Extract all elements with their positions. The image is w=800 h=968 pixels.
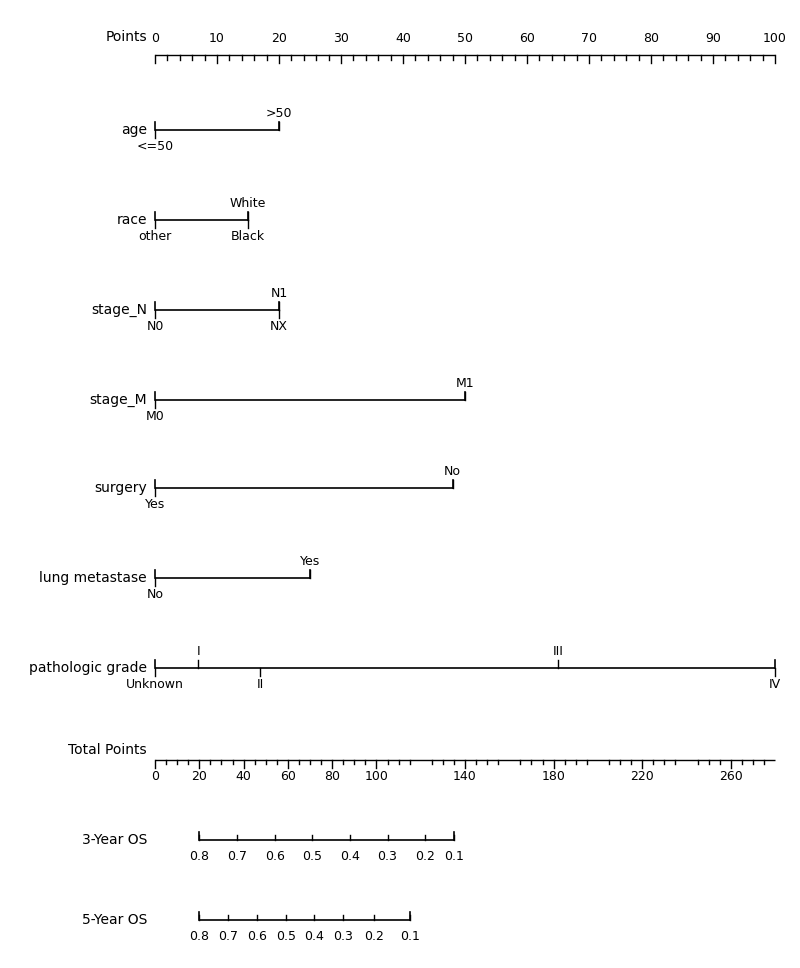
Text: 0.5: 0.5 bbox=[276, 930, 296, 943]
Text: 220: 220 bbox=[630, 770, 654, 783]
Text: 70: 70 bbox=[581, 32, 597, 45]
Text: 0.2: 0.2 bbox=[364, 930, 384, 943]
Text: 50: 50 bbox=[457, 32, 473, 45]
Text: pathologic grade: pathologic grade bbox=[29, 661, 147, 675]
Text: Yes: Yes bbox=[145, 498, 165, 511]
Text: I: I bbox=[197, 645, 200, 658]
Text: 180: 180 bbox=[542, 770, 566, 783]
Text: 10: 10 bbox=[209, 32, 225, 45]
Text: 20: 20 bbox=[271, 32, 287, 45]
Text: 40: 40 bbox=[236, 770, 251, 783]
Text: stage_N: stage_N bbox=[91, 303, 147, 317]
Text: 3-Year OS: 3-Year OS bbox=[82, 833, 147, 847]
Text: 0: 0 bbox=[151, 32, 159, 45]
Text: 80: 80 bbox=[643, 32, 659, 45]
Text: M0: M0 bbox=[146, 410, 164, 423]
Text: No: No bbox=[146, 588, 163, 601]
Text: 30: 30 bbox=[333, 32, 349, 45]
Text: 0.8: 0.8 bbox=[190, 850, 210, 863]
Text: 5-Year OS: 5-Year OS bbox=[82, 913, 147, 927]
Text: lung metastase: lung metastase bbox=[39, 571, 147, 585]
Text: stage_M: stage_M bbox=[90, 393, 147, 407]
Text: 100: 100 bbox=[365, 770, 388, 783]
Text: race: race bbox=[117, 213, 147, 227]
Text: <=50: <=50 bbox=[137, 140, 174, 153]
Text: White: White bbox=[230, 197, 266, 210]
Text: N1: N1 bbox=[270, 287, 288, 300]
Text: No: No bbox=[444, 465, 461, 478]
Text: Unknown: Unknown bbox=[126, 678, 184, 691]
Text: 20: 20 bbox=[191, 770, 207, 783]
Text: 100: 100 bbox=[763, 32, 787, 45]
Text: Total Points: Total Points bbox=[68, 743, 147, 757]
Text: 260: 260 bbox=[719, 770, 742, 783]
Text: 0.1: 0.1 bbox=[400, 930, 419, 943]
Text: >50: >50 bbox=[266, 107, 292, 120]
Text: 60: 60 bbox=[519, 32, 535, 45]
Text: age: age bbox=[121, 123, 147, 137]
Text: 0.2: 0.2 bbox=[415, 850, 435, 863]
Text: other: other bbox=[138, 230, 172, 243]
Text: III: III bbox=[553, 645, 563, 658]
Text: IV: IV bbox=[769, 678, 781, 691]
Text: 0.3: 0.3 bbox=[378, 850, 398, 863]
Text: 0.8: 0.8 bbox=[190, 930, 210, 943]
Text: 80: 80 bbox=[324, 770, 340, 783]
Text: II: II bbox=[257, 678, 264, 691]
Text: 0.6: 0.6 bbox=[247, 930, 266, 943]
Text: 0.7: 0.7 bbox=[218, 930, 238, 943]
Text: Yes: Yes bbox=[300, 555, 320, 568]
Text: NX: NX bbox=[270, 320, 288, 333]
Text: surgery: surgery bbox=[94, 481, 147, 495]
Text: Points: Points bbox=[106, 30, 147, 44]
Text: 0.5: 0.5 bbox=[302, 850, 322, 863]
Text: 0.6: 0.6 bbox=[265, 850, 285, 863]
Text: 0.7: 0.7 bbox=[227, 850, 247, 863]
Text: 0.4: 0.4 bbox=[305, 930, 324, 943]
Text: Black: Black bbox=[231, 230, 265, 243]
Text: N0: N0 bbox=[146, 320, 164, 333]
Text: 0.1: 0.1 bbox=[444, 850, 464, 863]
Text: 140: 140 bbox=[453, 770, 477, 783]
Text: 40: 40 bbox=[395, 32, 411, 45]
Text: 0.4: 0.4 bbox=[340, 850, 360, 863]
Text: 60: 60 bbox=[280, 770, 296, 783]
Text: 0.3: 0.3 bbox=[334, 930, 353, 943]
Text: M1: M1 bbox=[456, 377, 474, 390]
Text: 90: 90 bbox=[705, 32, 721, 45]
Text: 0: 0 bbox=[151, 770, 159, 783]
